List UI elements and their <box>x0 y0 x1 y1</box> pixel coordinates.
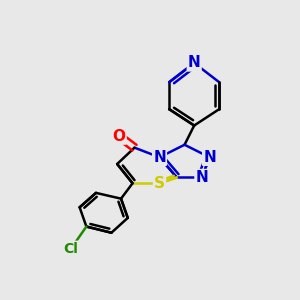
Text: N: N <box>203 150 216 165</box>
Text: N: N <box>196 170 208 185</box>
Text: N: N <box>153 150 166 165</box>
Text: O: O <box>112 129 126 144</box>
Text: S: S <box>154 176 165 191</box>
Text: Cl: Cl <box>64 242 78 256</box>
Text: N: N <box>188 56 200 70</box>
